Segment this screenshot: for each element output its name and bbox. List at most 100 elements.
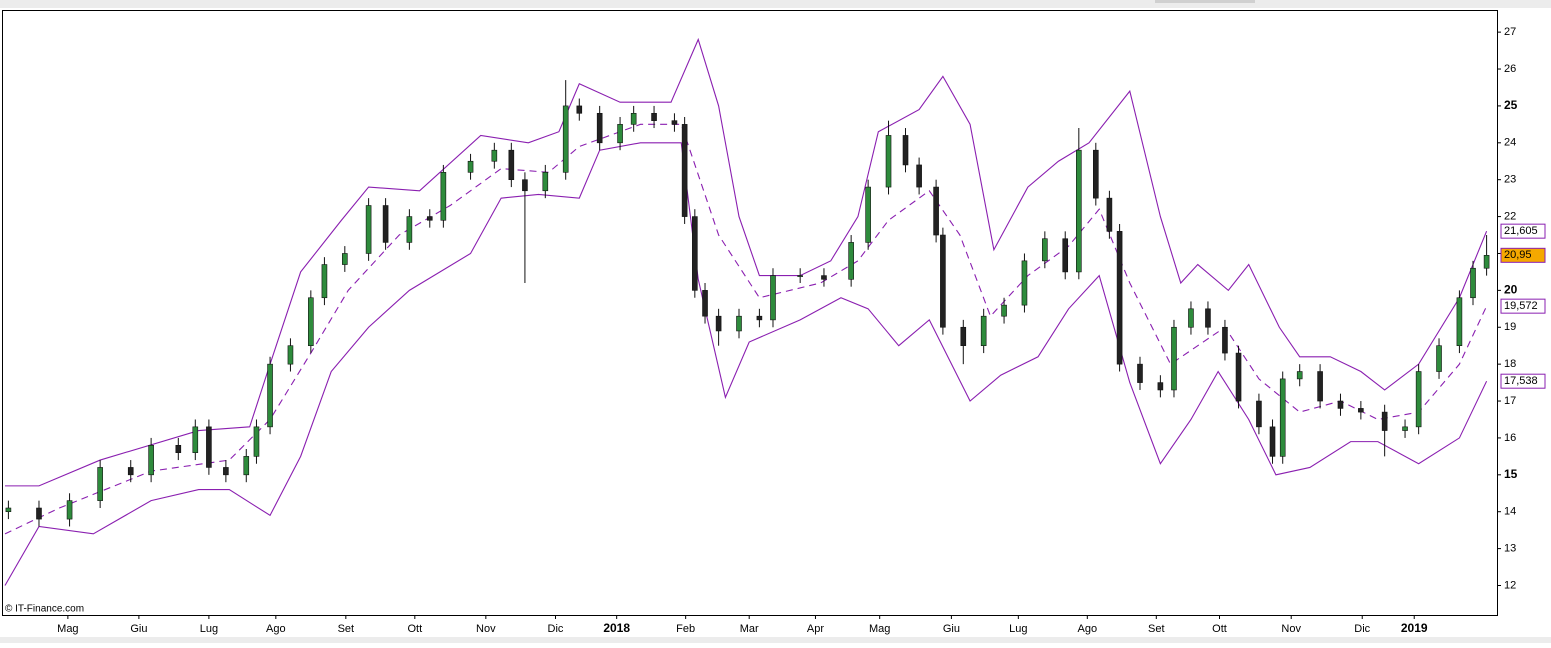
candle-body	[1317, 371, 1323, 402]
candle-body	[243, 456, 250, 476]
x-tick-label: 2019	[1401, 621, 1428, 635]
candle-body	[821, 275, 827, 280]
candle-body	[1116, 231, 1123, 365]
x-tick-label: Set	[1148, 623, 1165, 635]
y-tick-label: 16	[1504, 432, 1516, 444]
candle-body	[1062, 238, 1069, 273]
candle-body	[36, 507, 42, 520]
candle-body	[1222, 326, 1228, 354]
candle-body	[1093, 149, 1099, 199]
toolbar-scroll	[1155, 0, 1255, 3]
candle-body	[980, 315, 987, 347]
candle-body	[1483, 255, 1490, 269]
y-tick-label: 12	[1504, 579, 1516, 591]
candle-body	[1296, 371, 1303, 380]
candle-body	[576, 105, 583, 114]
candle-body	[1042, 238, 1048, 262]
candle-body	[223, 467, 229, 476]
y-tick-label: 25	[1504, 98, 1518, 112]
price-label-box	[1500, 298, 1546, 314]
candle-body	[127, 467, 134, 476]
candle-body	[736, 315, 742, 332]
candle-body	[1106, 197, 1113, 232]
candle-body	[1021, 260, 1028, 306]
y-tick-label: 26	[1504, 63, 1516, 75]
candle-body	[253, 426, 260, 457]
candle-body	[630, 112, 637, 125]
candle-body	[1188, 308, 1194, 328]
y-tick-label: 17	[1504, 395, 1516, 407]
candle-body	[5, 507, 12, 513]
x-tick-label: Lug	[1009, 623, 1027, 635]
x-tick-label: Nov	[476, 623, 496, 635]
candle-body	[365, 205, 372, 254]
band-line	[4, 142, 1488, 586]
x-tick-label: Dic	[1354, 623, 1370, 635]
candle-body	[797, 275, 803, 277]
candle-body	[467, 160, 474, 173]
plot-frame	[2, 10, 1498, 616]
y-tick-label: 27	[1504, 26, 1516, 38]
candle-body	[1381, 411, 1388, 431]
candle-body	[960, 326, 967, 347]
y-tick-label: 23	[1504, 174, 1516, 186]
candle-body	[902, 135, 909, 166]
x-tick-label: Ott	[407, 623, 422, 635]
price-label-box	[1500, 247, 1546, 263]
candle-body	[321, 264, 328, 299]
y-tick-label: 15	[1504, 467, 1518, 481]
bottom-strip	[0, 637, 1551, 643]
candle-body	[916, 164, 922, 188]
x-tick-label: Ott	[1212, 623, 1227, 635]
candle-body	[1470, 267, 1476, 299]
top-strip	[0, 0, 1551, 8]
candle-body	[287, 345, 294, 365]
x-tick-label: Apr	[807, 623, 824, 635]
candle-body	[97, 467, 103, 501]
x-tick-label: Set	[338, 623, 355, 635]
x-tick-label: Ago	[266, 623, 286, 635]
candle-body	[406, 216, 413, 243]
candle-body	[267, 363, 273, 428]
candle-body	[692, 216, 698, 291]
candle-body	[508, 149, 515, 180]
candle-body	[940, 234, 946, 328]
candle-body	[342, 253, 348, 265]
x-tick-label: Nov	[1281, 623, 1301, 635]
candle-body	[440, 172, 447, 221]
candle-body	[542, 172, 549, 192]
x-tick-label: Lug	[200, 623, 218, 635]
price-label-box	[1500, 223, 1546, 239]
x-tick-label: 2018	[603, 621, 630, 635]
price-label: 21,605	[1504, 225, 1538, 237]
band-line	[5, 37, 1488, 487]
y-tick-label: 14	[1504, 506, 1516, 518]
candle-body	[1456, 297, 1463, 347]
candle-body	[885, 135, 892, 188]
candle-body	[192, 426, 199, 453]
candle-body	[1279, 378, 1286, 457]
candle-body	[617, 124, 623, 144]
candle-body	[175, 445, 182, 453]
y-tick-label: 24	[1504, 137, 1516, 149]
candle-body	[66, 500, 73, 520]
y-tick-label: 13	[1504, 543, 1516, 555]
candle-body	[596, 112, 603, 144]
candle-body	[671, 120, 678, 125]
candle-body	[1001, 304, 1007, 317]
x-tick-label: Giu	[943, 623, 960, 635]
candle-body	[382, 205, 389, 243]
candle-body	[1269, 426, 1276, 457]
candle-body	[562, 105, 569, 173]
candle-body	[770, 275, 776, 321]
price-label: 20,95	[1504, 249, 1532, 261]
x-tick-label: Mag	[869, 623, 890, 635]
price-label-box	[1500, 373, 1546, 389]
y-tick-label: 20	[1504, 283, 1518, 297]
candle-body	[1171, 326, 1177, 391]
candle-body	[491, 149, 498, 162]
y-tick-label: 22	[1504, 210, 1516, 222]
candle-body	[681, 124, 688, 217]
watermark: © IT-Finance.com	[5, 604, 84, 615]
